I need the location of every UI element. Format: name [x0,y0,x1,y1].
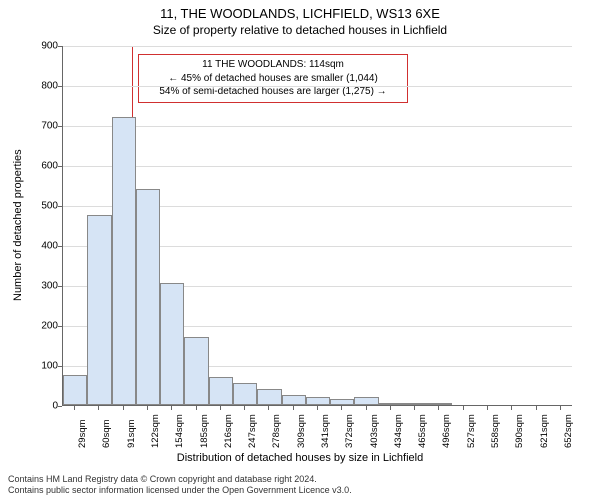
x-tick-mark [317,406,318,410]
x-tick-mark [366,406,367,410]
histogram-plot-area: 11 THE WOODLANDS: 114sqm ← 45% of detach… [62,46,572,406]
gridline [63,126,572,127]
y-tick-mark [58,46,62,47]
annotation-line-2: ← 45% of detached houses are smaller (1,… [145,72,401,86]
x-tick-mark [536,406,537,410]
histogram-bar [87,215,111,405]
x-tick-mark [463,406,464,410]
annotation-line-3: 54% of semi-detached houses are larger (… [145,85,401,99]
histogram-bar [379,403,403,405]
x-tick-mark [511,406,512,410]
gridline [63,86,572,87]
y-tick-mark [58,406,62,407]
x-tick-mark [74,406,75,410]
y-tick-label: 400 [8,241,58,252]
x-tick-label: 403sqm [369,414,380,448]
y-tick-mark [58,286,62,287]
histogram-bar [233,383,257,405]
histogram-bar [160,283,184,405]
x-tick-mark [268,406,269,410]
y-axis-title: Number of detached properties [12,150,24,302]
histogram-bar [209,377,233,405]
x-tick-label: 558sqm [490,414,501,448]
x-tick-label: 652sqm [563,414,574,448]
annotation-line-1: 11 THE WOODLANDS: 114sqm [145,58,401,72]
gridline [63,46,572,47]
x-tick-label: 341sqm [320,414,331,448]
histogram-bar [184,337,208,405]
x-tick-label: 29sqm [77,419,88,448]
y-tick-mark [58,126,62,127]
y-tick-label: 300 [8,281,58,292]
y-tick-mark [58,206,62,207]
x-tick-mark [196,406,197,410]
x-axis-title: Distribution of detached houses by size … [0,452,600,464]
x-tick-mark [293,406,294,410]
page-title: 11, THE WOODLANDS, LICHFIELD, WS13 6XE [0,6,600,21]
x-tick-mark [438,406,439,410]
x-tick-label: 590sqm [514,414,525,448]
x-tick-mark [414,406,415,410]
histogram-bar [403,403,427,405]
footer-attribution: Contains HM Land Registry data © Crown c… [8,474,352,497]
x-tick-label: 216sqm [223,414,234,448]
x-tick-mark [560,406,561,410]
y-tick-label: 0 [8,401,58,412]
footer-line-1: Contains HM Land Registry data © Crown c… [8,474,352,485]
x-tick-label: 278sqm [271,414,282,448]
y-tick-mark [58,86,62,87]
y-tick-label: 900 [8,41,58,52]
histogram-bar [63,375,87,405]
y-tick-label: 600 [8,161,58,172]
x-tick-label: 247sqm [247,414,258,448]
y-tick-mark [58,246,62,247]
x-tick-label: 372sqm [344,414,355,448]
histogram-bar [257,389,281,405]
y-tick-mark [58,326,62,327]
footer-line-2: Contains public sector information licen… [8,485,352,496]
x-tick-mark [390,406,391,410]
histogram-bar [427,403,451,405]
x-tick-label: 496sqm [441,414,452,448]
x-tick-mark [244,406,245,410]
y-tick-mark [58,366,62,367]
y-tick-mark [58,166,62,167]
x-tick-mark [220,406,221,410]
y-tick-label: 100 [8,361,58,372]
x-tick-label: 309sqm [296,414,307,448]
page-subtitle: Size of property relative to detached ho… [0,23,600,37]
x-tick-label: 122sqm [150,414,161,448]
x-tick-label: 185sqm [199,414,210,448]
y-tick-label: 500 [8,201,58,212]
histogram-bar [306,397,330,405]
y-tick-label: 700 [8,121,58,132]
x-tick-label: 91sqm [126,419,137,448]
y-tick-label: 800 [8,81,58,92]
histogram-bar [136,189,160,405]
x-tick-mark [123,406,124,410]
histogram-bar [354,397,378,405]
x-tick-mark [341,406,342,410]
x-tick-label: 465sqm [417,414,428,448]
y-tick-label: 200 [8,321,58,332]
x-tick-label: 621sqm [539,414,550,448]
x-tick-mark [487,406,488,410]
x-tick-mark [171,406,172,410]
annotation-box: 11 THE WOODLANDS: 114sqm ← 45% of detach… [138,54,408,103]
gridline [63,166,572,167]
histogram-bar [112,117,136,405]
x-tick-label: 60sqm [101,419,112,448]
x-tick-label: 527sqm [466,414,477,448]
x-tick-mark [147,406,148,410]
x-tick-label: 154sqm [174,414,185,448]
histogram-bar [330,399,354,405]
histogram-bar [282,395,306,405]
x-tick-mark [98,406,99,410]
x-tick-label: 434sqm [393,414,404,448]
